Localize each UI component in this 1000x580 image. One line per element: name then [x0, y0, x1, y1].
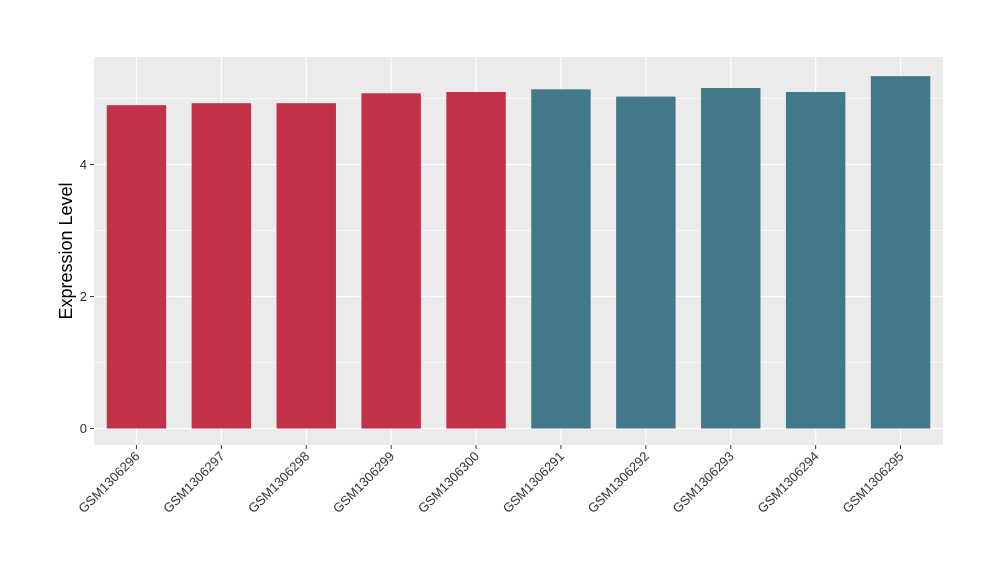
y-axis: 0 2 4 [80, 157, 94, 436]
x-tick-label: GSM1306297 [160, 449, 227, 516]
x-tick-label: GSM1306294 [754, 449, 821, 516]
y-axis-title: Expression Level [56, 182, 76, 319]
bar [446, 91, 506, 429]
bar [616, 96, 676, 429]
y-tick-label: 0 [80, 421, 87, 436]
x-tick-label: GSM1306298 [245, 449, 312, 516]
bars [106, 76, 931, 429]
y-tick-label: 2 [80, 289, 87, 304]
x-tick-label: GSM1306300 [415, 449, 482, 516]
x-tick-label: GSM1306299 [330, 449, 397, 516]
y-tick-label: 4 [80, 157, 87, 172]
bar [785, 91, 846, 429]
x-tick-label: GSM1306291 [500, 449, 567, 516]
x-tick-label: GSM1306295 [839, 449, 906, 516]
bar [191, 103, 252, 429]
bar [701, 88, 761, 429]
bar [276, 103, 336, 429]
bar [361, 93, 421, 429]
bar [531, 89, 591, 429]
bar [870, 76, 931, 429]
x-tick-label: GSM1306293 [670, 449, 737, 516]
bar [106, 105, 167, 429]
x-tick-label: GSM1306292 [585, 449, 652, 516]
x-axis: GSM1306296 GSM1306297 GSM1306298 GSM1306299… [75, 445, 907, 516]
x-tick-label: GSM1306296 [75, 449, 142, 516]
